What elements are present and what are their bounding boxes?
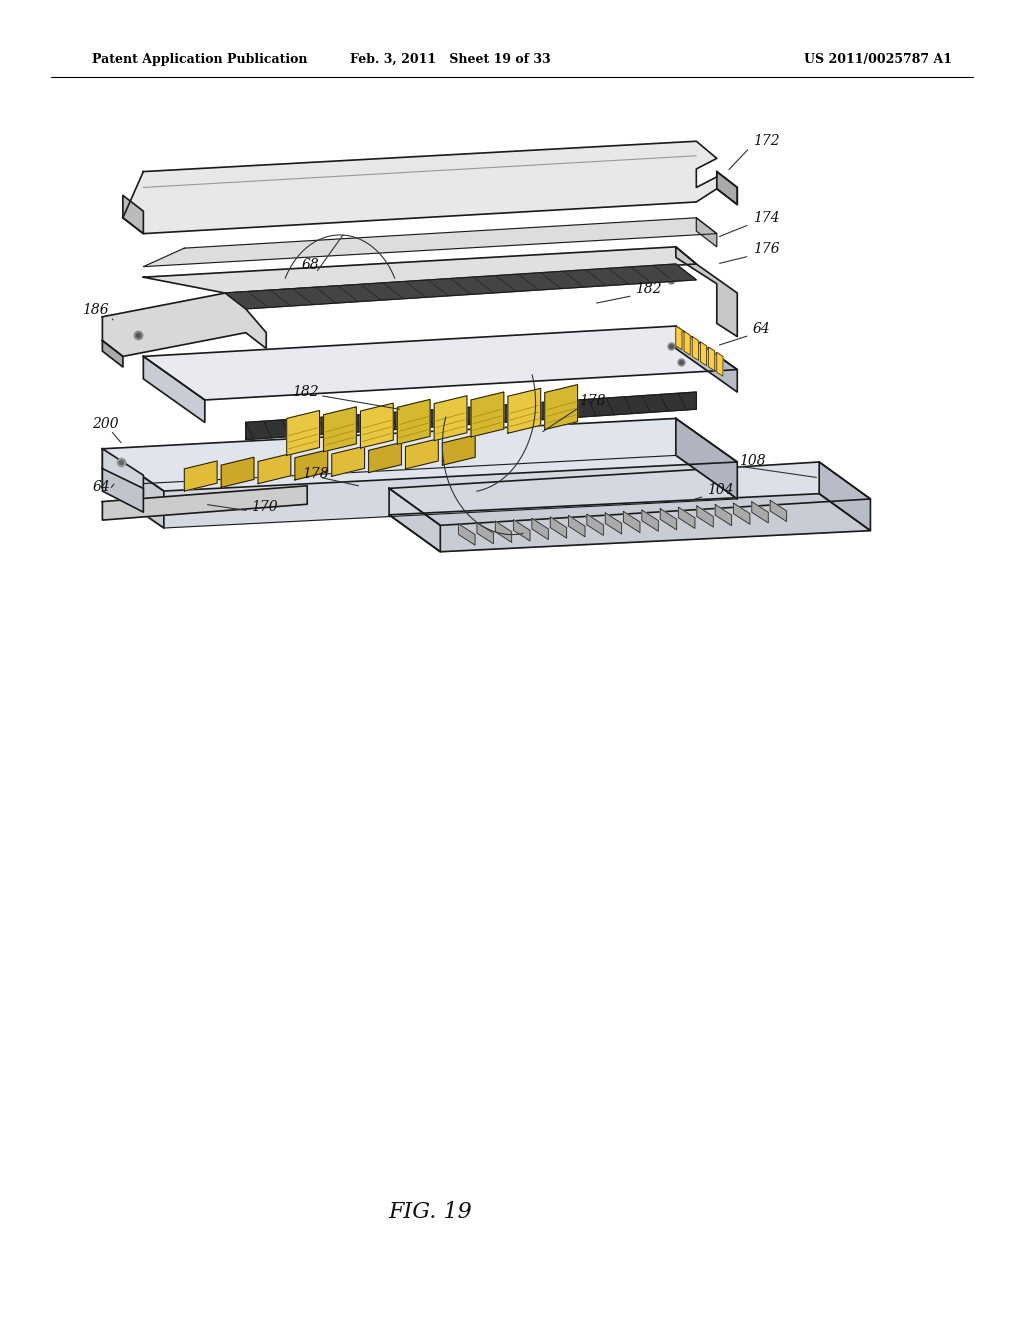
Text: 170: 170	[251, 500, 278, 513]
Text: 200: 200	[92, 417, 119, 430]
Polygon shape	[770, 500, 786, 521]
Polygon shape	[225, 264, 696, 309]
Polygon shape	[471, 392, 504, 437]
Polygon shape	[102, 418, 737, 491]
Text: 178: 178	[579, 395, 605, 408]
Text: 186: 186	[82, 304, 109, 317]
Polygon shape	[717, 172, 737, 205]
Polygon shape	[143, 356, 205, 422]
Polygon shape	[733, 503, 750, 524]
Text: Patent Application Publication: Patent Application Publication	[92, 53, 307, 66]
Polygon shape	[700, 342, 707, 366]
Text: 68: 68	[302, 259, 319, 272]
Polygon shape	[692, 337, 698, 360]
Polygon shape	[184, 461, 217, 491]
Polygon shape	[679, 507, 695, 528]
Text: 104: 104	[707, 483, 733, 496]
Polygon shape	[389, 488, 440, 552]
Polygon shape	[102, 455, 737, 528]
Text: 64: 64	[753, 322, 770, 335]
Polygon shape	[550, 517, 566, 539]
Polygon shape	[102, 293, 266, 356]
Polygon shape	[102, 449, 164, 528]
Text: 64: 64	[92, 480, 110, 494]
Polygon shape	[545, 384, 578, 429]
Polygon shape	[102, 449, 143, 495]
Polygon shape	[434, 396, 467, 441]
Text: 176: 176	[753, 243, 779, 256]
Text: 182: 182	[292, 385, 318, 399]
Polygon shape	[102, 486, 307, 520]
Polygon shape	[642, 510, 658, 531]
Polygon shape	[389, 462, 870, 525]
Polygon shape	[360, 403, 393, 447]
Polygon shape	[389, 494, 870, 552]
Text: 182: 182	[635, 282, 662, 296]
Polygon shape	[477, 523, 494, 544]
Polygon shape	[287, 411, 319, 455]
Polygon shape	[605, 513, 622, 535]
Polygon shape	[709, 347, 715, 371]
Polygon shape	[496, 521, 512, 543]
Polygon shape	[696, 218, 717, 247]
Polygon shape	[752, 502, 768, 523]
Text: 172: 172	[753, 135, 779, 148]
Polygon shape	[697, 506, 714, 527]
Polygon shape	[715, 504, 731, 525]
Polygon shape	[660, 508, 677, 529]
Polygon shape	[508, 388, 541, 433]
Polygon shape	[531, 519, 548, 540]
Polygon shape	[587, 515, 603, 536]
Polygon shape	[102, 469, 143, 512]
Polygon shape	[246, 392, 696, 440]
Polygon shape	[676, 247, 737, 337]
Polygon shape	[369, 442, 401, 473]
Polygon shape	[819, 462, 870, 531]
Text: US 2011/0025787 A1: US 2011/0025787 A1	[804, 53, 952, 66]
Polygon shape	[684, 331, 690, 355]
Polygon shape	[324, 407, 356, 451]
Text: FIG. 19: FIG. 19	[388, 1201, 472, 1222]
Polygon shape	[332, 446, 365, 477]
Polygon shape	[102, 341, 123, 367]
Polygon shape	[143, 218, 717, 267]
Polygon shape	[123, 195, 143, 234]
Polygon shape	[406, 438, 438, 469]
Text: 108: 108	[739, 454, 766, 467]
Polygon shape	[143, 247, 696, 293]
Polygon shape	[459, 524, 475, 545]
Text: Feb. 3, 2011   Sheet 19 of 33: Feb. 3, 2011 Sheet 19 of 33	[350, 53, 551, 66]
Polygon shape	[221, 457, 254, 487]
Text: 174: 174	[753, 211, 779, 224]
Text: 178: 178	[302, 467, 329, 480]
Polygon shape	[143, 326, 737, 400]
Polygon shape	[514, 520, 530, 541]
Polygon shape	[568, 516, 585, 537]
Polygon shape	[397, 400, 430, 445]
Polygon shape	[676, 418, 737, 499]
Polygon shape	[442, 436, 475, 465]
Polygon shape	[676, 326, 737, 392]
Polygon shape	[295, 450, 328, 480]
Polygon shape	[258, 454, 291, 483]
Polygon shape	[624, 511, 640, 532]
Polygon shape	[123, 141, 737, 234]
Polygon shape	[676, 326, 682, 350]
Polygon shape	[717, 352, 723, 376]
